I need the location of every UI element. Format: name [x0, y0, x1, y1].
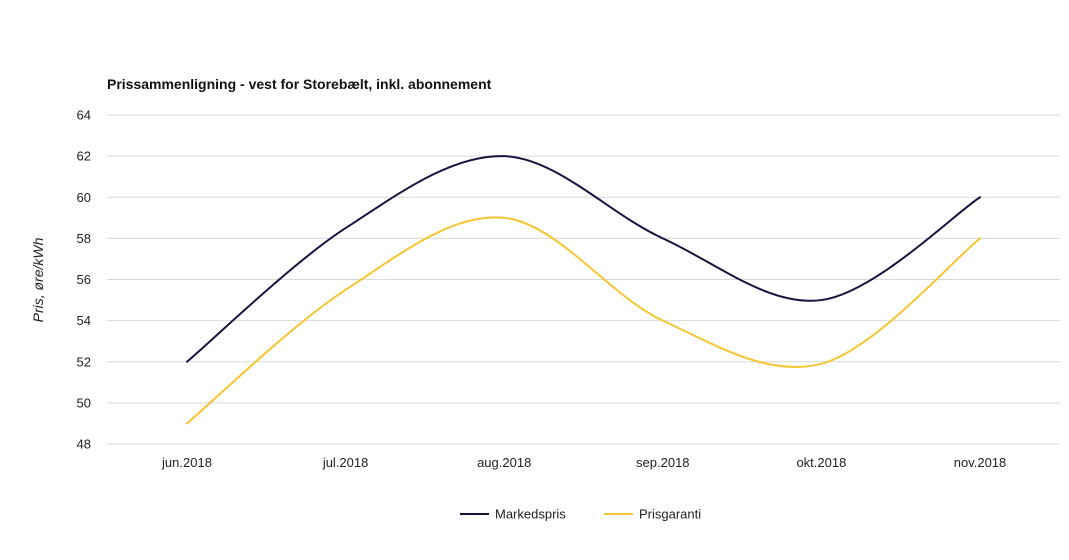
chart-title: Prissammenligning - vest for Storebælt, …	[107, 76, 492, 92]
y-tick-label: 54	[77, 313, 91, 328]
legend-label: Prisgaranti	[639, 507, 701, 522]
x-tick-label: okt.2018	[796, 455, 846, 470]
y-tick-label: 64	[77, 108, 91, 123]
y-axis-label: Pris, øre/kWh	[30, 237, 46, 322]
y-tick-label: 60	[77, 190, 91, 205]
y-tick-label: 62	[77, 149, 91, 164]
x-axis-ticks: jun.2018 jul.2018 aug.2018 sep.2018 okt.2018…	[161, 455, 1006, 470]
series-line-prisgaranti	[186, 216, 981, 425]
x-tick-label: jul.2018	[322, 455, 369, 470]
series-group	[186, 155, 981, 425]
y-tick-label: 52	[77, 354, 91, 369]
y-tick-label: 56	[77, 272, 91, 287]
x-tick-label: nov.2018	[954, 455, 1007, 470]
legend-label: Markedspris	[495, 507, 566, 522]
series-line-markedspris	[186, 155, 981, 363]
y-axis-ticks: 48 50 52 54 56 58 60 62 64	[77, 108, 91, 452]
x-tick-label: jun.2018	[161, 455, 212, 470]
y-tick-label: 58	[77, 231, 91, 246]
x-tick-label: aug.2018	[477, 455, 531, 470]
legend: Markedspris Prisgaranti	[460, 507, 701, 522]
y-tick-label: 48	[77, 437, 91, 452]
grid	[107, 114, 1060, 445]
y-tick-label: 50	[77, 395, 91, 410]
x-tick-label: sep.2018	[636, 455, 690, 470]
